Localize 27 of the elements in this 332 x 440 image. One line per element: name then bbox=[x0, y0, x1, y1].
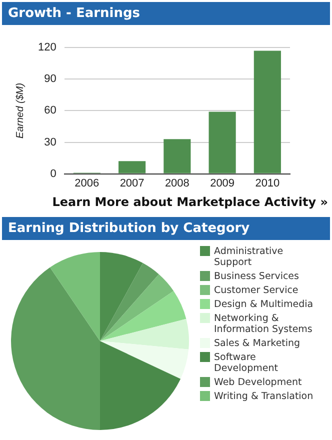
x-tick-label: 2008 bbox=[164, 177, 190, 190]
legend-label: Customer Service bbox=[214, 285, 298, 296]
legend-label: Design & Multimedia bbox=[214, 299, 314, 310]
x-tick-label: 2006 bbox=[74, 177, 100, 190]
legend-label: Business Services bbox=[214, 271, 299, 282]
y-tick-label: 0 bbox=[50, 168, 56, 180]
bar bbox=[208, 112, 236, 174]
y-tick-label: 60 bbox=[44, 104, 56, 117]
bar bbox=[118, 161, 146, 174]
y-tick-label: 120 bbox=[38, 42, 56, 54]
chart-title: Earning Distribution by Category bbox=[2, 217, 330, 240]
legend-label: Networking & Information Systems bbox=[214, 313, 314, 335]
bar bbox=[164, 139, 191, 174]
legend-label: Administrative Support bbox=[214, 246, 284, 268]
y-tick-label: 90 bbox=[44, 73, 56, 86]
legend-label: Writing & Translation bbox=[214, 391, 314, 402]
x-tick-label: 2009 bbox=[210, 177, 235, 190]
chart-title: Growth - Earnings bbox=[2, 2, 330, 25]
text: Learn More about Marketplace Activity » bbox=[51, 194, 329, 211]
legend-label: Sales & Marketing bbox=[214, 338, 300, 349]
x-tick-label: 2010 bbox=[255, 177, 280, 190]
x-tick-label: 2007 bbox=[120, 177, 144, 190]
legend-label: Software Development bbox=[214, 352, 279, 374]
legend-label: Web Development bbox=[214, 377, 302, 388]
y-tick-label: 30 bbox=[44, 136, 56, 148]
y-axis-title: Earned ($M) bbox=[14, 82, 26, 138]
bar bbox=[254, 50, 281, 174]
